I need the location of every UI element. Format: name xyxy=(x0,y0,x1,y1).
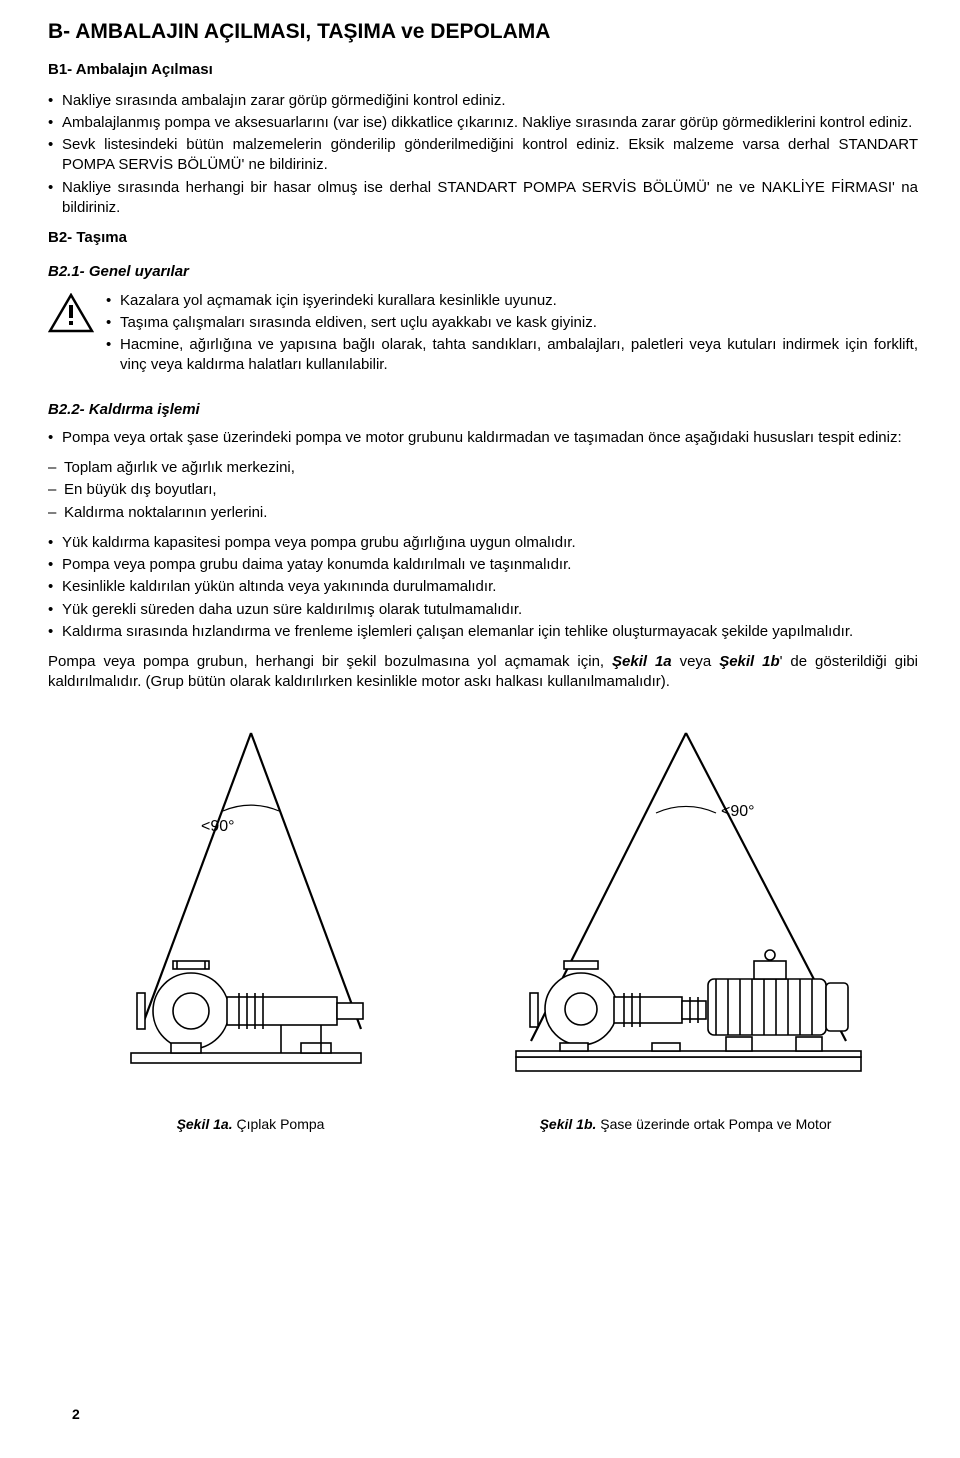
list-item: Sevk listesindeki bütün malzemelerin gön… xyxy=(48,135,918,176)
list-item: Kazalara yol açmamak için işyerindeki ku… xyxy=(106,291,918,311)
list-item: Nakliye sırasında herhangi bir hasar olm… xyxy=(48,178,918,219)
note-text: veya xyxy=(672,653,720,670)
list-item: Kaldırma noktalarının yerlerini. xyxy=(48,503,918,523)
caption-label: Şekil 1a. xyxy=(177,1116,233,1132)
figure-1a-caption: Şekil 1a. Çıplak Pompa xyxy=(177,1115,325,1134)
figure-1b-caption: Şekil 1b. Şase üzerinde ortak Pompa ve M… xyxy=(540,1115,832,1134)
fig-ref-1b: Şekil 1b xyxy=(719,653,779,670)
b2-heading: B2- Taşıma xyxy=(48,228,918,248)
list-item: Ambalajlanmış pompa ve aksesuarlarını (v… xyxy=(48,113,918,133)
pump-lifting-diagram-icon: <90° xyxy=(71,721,431,1101)
caption-label: Şekil 1b. xyxy=(540,1116,597,1132)
pump-motor-lifting-diagram-icon: <90° xyxy=(476,721,896,1101)
angle-label: <90° xyxy=(721,803,755,820)
list-item: Nakliye sırasında ambalajın zarar görüp … xyxy=(48,91,918,111)
list-item: Pompa veya pompa grubu daima yatay konum… xyxy=(48,555,918,575)
figures-row: <90° xyxy=(48,721,918,1134)
list-item: Toplam ağırlık ve ağırlık merkezini, xyxy=(48,458,918,478)
b22-intro-list: Pompa veya ortak şase üzerindeki pompa v… xyxy=(48,428,918,448)
page-number: 2 xyxy=(72,1405,80,1424)
list-item: Yük gerekli süreden daha uzun süre kaldı… xyxy=(48,600,918,620)
b1-bullet-list: Nakliye sırasında ambalajın zarar görüp … xyxy=(48,91,918,219)
fig-ref-1a: Şekil 1a xyxy=(612,653,672,670)
b22-dash-list: Toplam ağırlık ve ağırlık merkezini, En … xyxy=(48,458,918,523)
b22-heading: B2.2- Kaldırma işlemi xyxy=(48,400,918,420)
warning-icon xyxy=(48,293,94,339)
b22-bullet-list: Yük kaldırma kapasitesi pompa veya pompa… xyxy=(48,533,918,642)
warning-block: Kazalara yol açmamak için işyerindeki ku… xyxy=(48,291,918,386)
figure-1a: <90° xyxy=(71,721,431,1134)
caption-text: Şase üzerinde ortak Pompa ve Motor xyxy=(596,1116,831,1132)
list-item: Taşıma çalışmaları sırasında eldiven, se… xyxy=(106,313,918,333)
list-item: En büyük dış boyutları, xyxy=(48,480,918,500)
section-b-title: B- AMBALAJIN AÇILMASI, TAŞIMA ve DEPOLAM… xyxy=(48,18,918,46)
warning-text: Kazalara yol açmamak için işyerindeki ku… xyxy=(106,291,918,386)
b21-heading: B2.1- Genel uyarılar xyxy=(48,262,918,282)
list-item: Pompa veya ortak şase üzerindeki pompa v… xyxy=(48,428,918,448)
list-item: Hacmine, ağırlığına ve yapısına bağlı ol… xyxy=(106,335,918,376)
list-item: Kesinlikle kaldırılan yükün altında veya… xyxy=(48,577,918,597)
list-item: Kaldırma sırasında hızlandırma ve frenle… xyxy=(48,622,918,642)
note-text: Pompa veya pompa grubun, herhangi bir şe… xyxy=(48,653,612,670)
b22-note: Pompa veya pompa grubun, herhangi bir şe… xyxy=(48,652,918,693)
figure-1b: <90° xyxy=(476,721,896,1134)
caption-text: Çıplak Pompa xyxy=(233,1116,325,1132)
angle-label: <90° xyxy=(201,818,235,835)
b1-heading: B1- Ambalajın Açılması xyxy=(48,60,918,80)
list-item: Yük kaldırma kapasitesi pompa veya pompa… xyxy=(48,533,918,553)
